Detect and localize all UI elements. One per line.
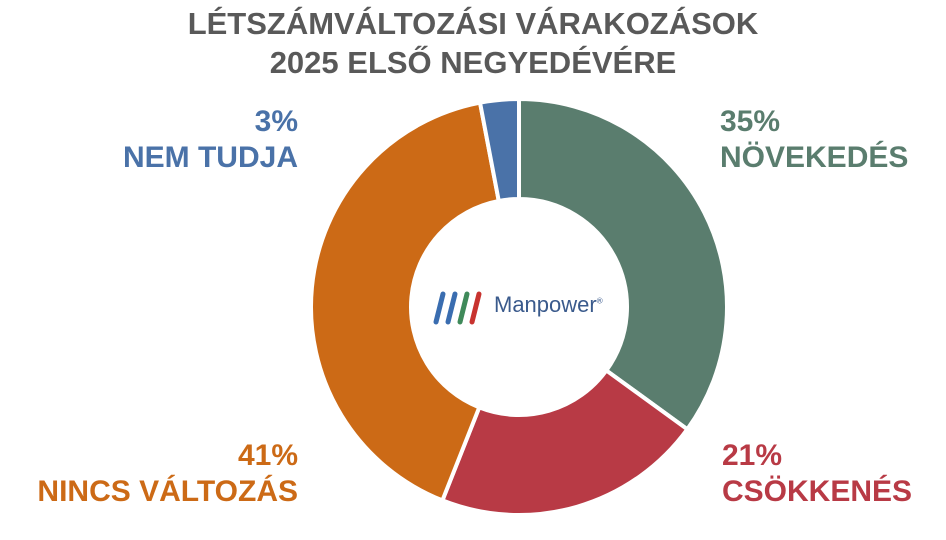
label-novekedes-value: 35% — [720, 105, 781, 138]
label-nem-tudja: 3% NEM TUDJA — [123, 104, 298, 176]
chart-title-line1: LÉTSZÁMVÁLTOZÁSI VÁRAKOZÁSOK — [187, 6, 759, 41]
chart-title-line2: 2025 ELSŐ NEGYEDÉVÉRE — [269, 45, 677, 80]
donut-slice-nincs — [309, 100, 501, 503]
manpower-logo-icon — [433, 291, 482, 325]
label-nem-tudja-name: NEM TUDJA — [122, 141, 298, 174]
label-nincs-valtozas: 41% NINCS VÁLTOZÁS — [37, 438, 298, 510]
label-nincs-valtozas-name: NINCS VÁLTOZÁS — [37, 475, 298, 508]
label-csokkenes-value: 21% — [722, 439, 783, 472]
label-novekedes: 35% NÖVEKEDÉS — [720, 104, 908, 176]
label-novekedes-name: NÖVEKEDÉS — [720, 141, 909, 174]
donut-slices — [309, 97, 729, 517]
label-csokkenes: 21% CSÖKKENÉS — [722, 438, 912, 510]
label-nincs-valtozas-value: 41% — [237, 439, 298, 472]
donut-slice-nem_tudja — [478, 97, 521, 203]
chart-title: LÉTSZÁMVÁLTOZÁSI VÁRAKOZÁSOK 2025 ELSŐ N… — [0, 4, 946, 82]
label-csokkenes-name: CSÖKKENÉS — [722, 475, 913, 508]
manpower-logo: Manpower® — [428, 288, 618, 328]
label-nem-tudja-value: 3% — [254, 105, 298, 138]
donut-slice-csokkenes — [440, 368, 690, 517]
donut-slice-novekedes — [517, 97, 729, 432]
manpower-logo-text: Manpower® — [494, 292, 603, 317]
